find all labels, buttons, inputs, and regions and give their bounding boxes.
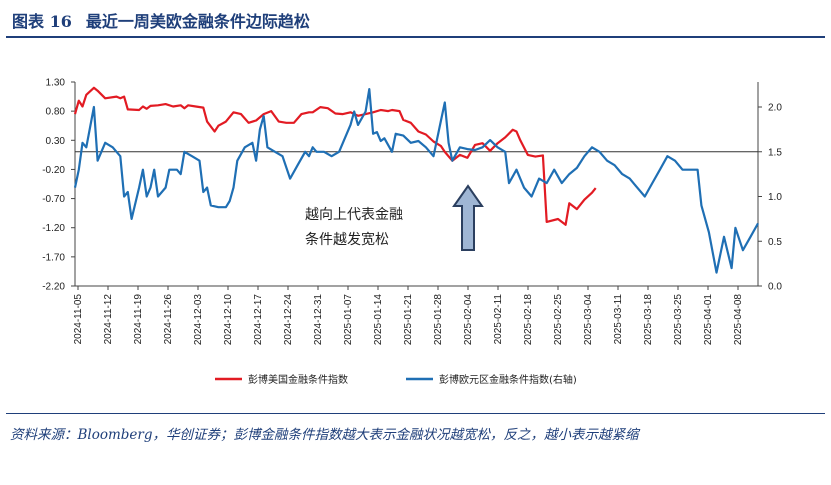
x-tick-label: 2024-12-24 — [283, 294, 294, 346]
legend: 彭博美国金融条件指数 彭博欧元区金融条件指数(右轴) — [215, 373, 577, 386]
x-tick-label: 2025-02-18 — [523, 294, 534, 346]
x-tick-label: 2024-12-10 — [223, 294, 234, 346]
x-tick-label: 2025-01-21 — [403, 294, 414, 346]
source-note: 资料来源：Bloomberg，华创证券；彭博金融条件指数越大表示金融状况越宽松，… — [10, 427, 639, 443]
legend-label: 彭博欧元区金融条件指数(右轴) — [439, 373, 577, 386]
right-y-axis: 2.0 1.5 1.0 0.5 0.0 — [758, 103, 782, 293]
x-tick-label: 2025-04-01 — [703, 294, 714, 346]
left-tick-label: -1.20 — [42, 223, 65, 234]
x-tick-label: 2025-02-04 — [463, 294, 474, 346]
footer-divider — [6, 413, 825, 414]
x-tick-label: 2025-02-11 — [493, 294, 504, 345]
left-tick-label: -0.20 — [42, 165, 65, 176]
x-axis: 2024-11-05 2024-11-12 2024-11-19 2024-11-26… — [73, 286, 744, 345]
x-tick-label: 2024-12-17 — [253, 294, 264, 346]
x-tick-label: 2025-01-28 — [433, 294, 444, 346]
x-tick-label: 2024-12-03 — [193, 294, 204, 346]
line-chart: 1.30 0.80 0.30 -0.20 -0.70 -1.20 -1.70 -2.20 2.… — [42, 78, 782, 387]
annotation-text: 条件越发宽松 — [305, 231, 389, 248]
x-tick-label: 2024-11-19 — [133, 294, 144, 345]
figure-header: 图表 16 最近一周美欧金融条件边际趋松 — [6, 2, 825, 38]
us-fci-line — [73, 86, 597, 226]
left-tick-label: -2.20 — [42, 282, 65, 293]
eu-fci-line — [73, 87, 759, 274]
x-tick-label: 2024-11-26 — [163, 294, 174, 345]
x-tick-label: 2025-03-04 — [583, 294, 594, 346]
right-tick-label: 1.0 — [768, 192, 782, 203]
figure-number: 图表 16 — [12, 12, 72, 31]
left-tick-label: 1.30 — [46, 78, 66, 89]
plot-area — [74, 82, 759, 287]
left-tick-label: 0.80 — [46, 107, 66, 118]
right-tick-label: 0.0 — [768, 282, 782, 293]
series-layer — [73, 86, 759, 274]
right-tick-label: 2.0 — [768, 103, 782, 114]
x-tick-label: 2024-11-12 — [103, 294, 114, 345]
x-tick-label: 2025-03-25 — [673, 294, 684, 346]
left-tick-label: -0.70 — [42, 194, 65, 205]
figure-title: 图表 16 最近一周美欧金融条件边际趋松 — [12, 8, 324, 32]
right-tick-label: 1.5 — [768, 147, 782, 158]
annotation-text: 越向上代表金融 — [305, 207, 403, 223]
x-tick-label: 2024-12-31 — [313, 294, 324, 346]
legend-label: 彭博美国金融条件指数 — [248, 373, 348, 386]
left-tick-label: 0.30 — [46, 136, 66, 147]
up-arrow-icon — [452, 184, 484, 251]
x-tick-label: 2025-02-25 — [553, 294, 564, 346]
x-tick-label: 2025-01-14 — [373, 294, 384, 346]
x-tick-label: 2025-03-18 — [643, 294, 654, 346]
left-y-axis: 1.30 0.80 0.30 -0.20 -0.70 -1.20 -1.70 -2.20 — [42, 78, 75, 293]
x-tick-label: 2025-03-11 — [613, 294, 624, 345]
x-tick-label: 2025-01-07 — [343, 294, 354, 346]
left-tick-label: -1.70 — [42, 252, 65, 263]
figure-title-text: 最近一周美欧金融条件边际趋松 — [85, 12, 310, 31]
x-tick-label: 2024-11-05 — [73, 294, 84, 345]
x-tick-label: 2025-04-08 — [733, 294, 744, 346]
right-tick-label: 0.5 — [768, 237, 782, 248]
